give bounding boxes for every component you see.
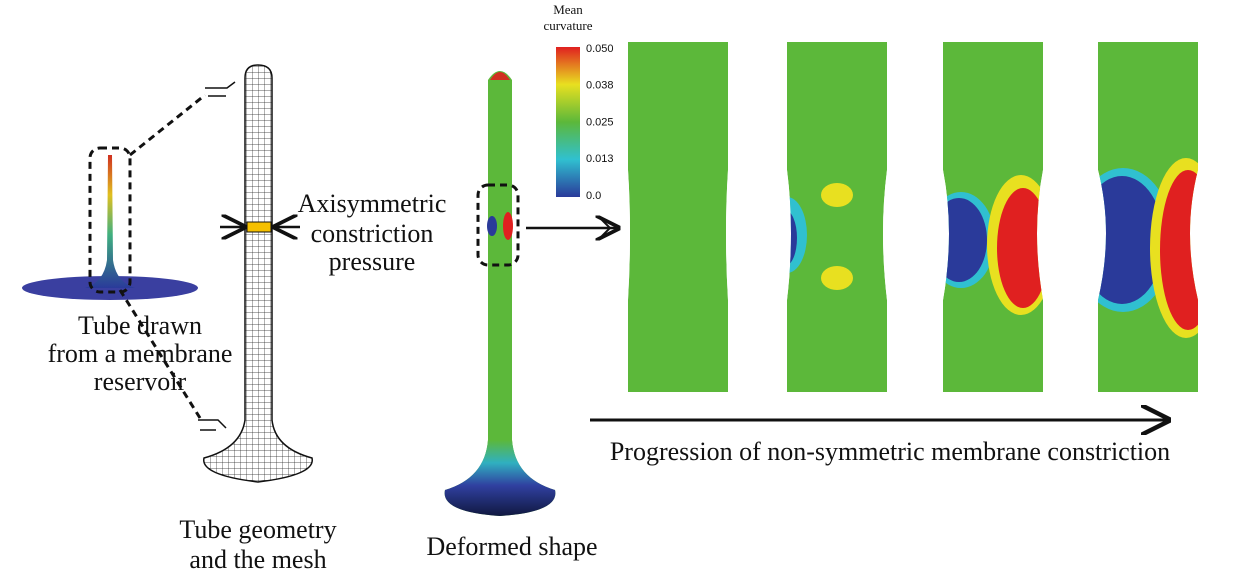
curvature-region [773,210,797,266]
colorbar-tick: 0.025 [586,116,614,128]
curvature-region [767,197,807,273]
curvature-region [821,183,853,207]
mesh-label: Tube geometry [179,515,336,544]
reservoir-label: from a membrane [48,339,233,368]
curvature-region [931,198,987,282]
progression-label: Progression of non-symmetric membrane co… [610,437,1170,466]
pressure-label: constriction [311,219,434,248]
pressure-label: Axisymmetric [298,189,447,218]
constriction-panel [1073,42,1222,392]
deformed-drawing [445,71,618,516]
reservoir-label: Tube drawn [78,311,202,340]
tube [628,42,728,392]
curvature-region [997,188,1049,308]
colorbar-title: curvature [543,18,592,33]
constriction-panel [767,42,887,392]
figure: Tube drawn from a membrane reservoir Tub… [0,0,1250,577]
deformed-label: Deformed shape [426,532,597,561]
colorbar [556,47,580,197]
colorbar-title: Mean [553,2,583,17]
reservoir-label: reservoir [94,367,187,396]
colorbar-tick: 0.038 [586,80,614,92]
constriction-panel [628,42,728,392]
curvature-region [821,266,853,290]
curvature-region [1160,170,1216,330]
mesh-label: and the mesh [189,545,326,574]
mesh-drawing [204,65,313,482]
colorbar-tick: 0.013 [586,153,614,165]
colorbar-tick: 0.050 [586,43,614,55]
colorbar-tick: 0.0 [586,190,601,202]
pressure-label: pressure [329,247,416,276]
constriction-panel [927,42,1055,392]
